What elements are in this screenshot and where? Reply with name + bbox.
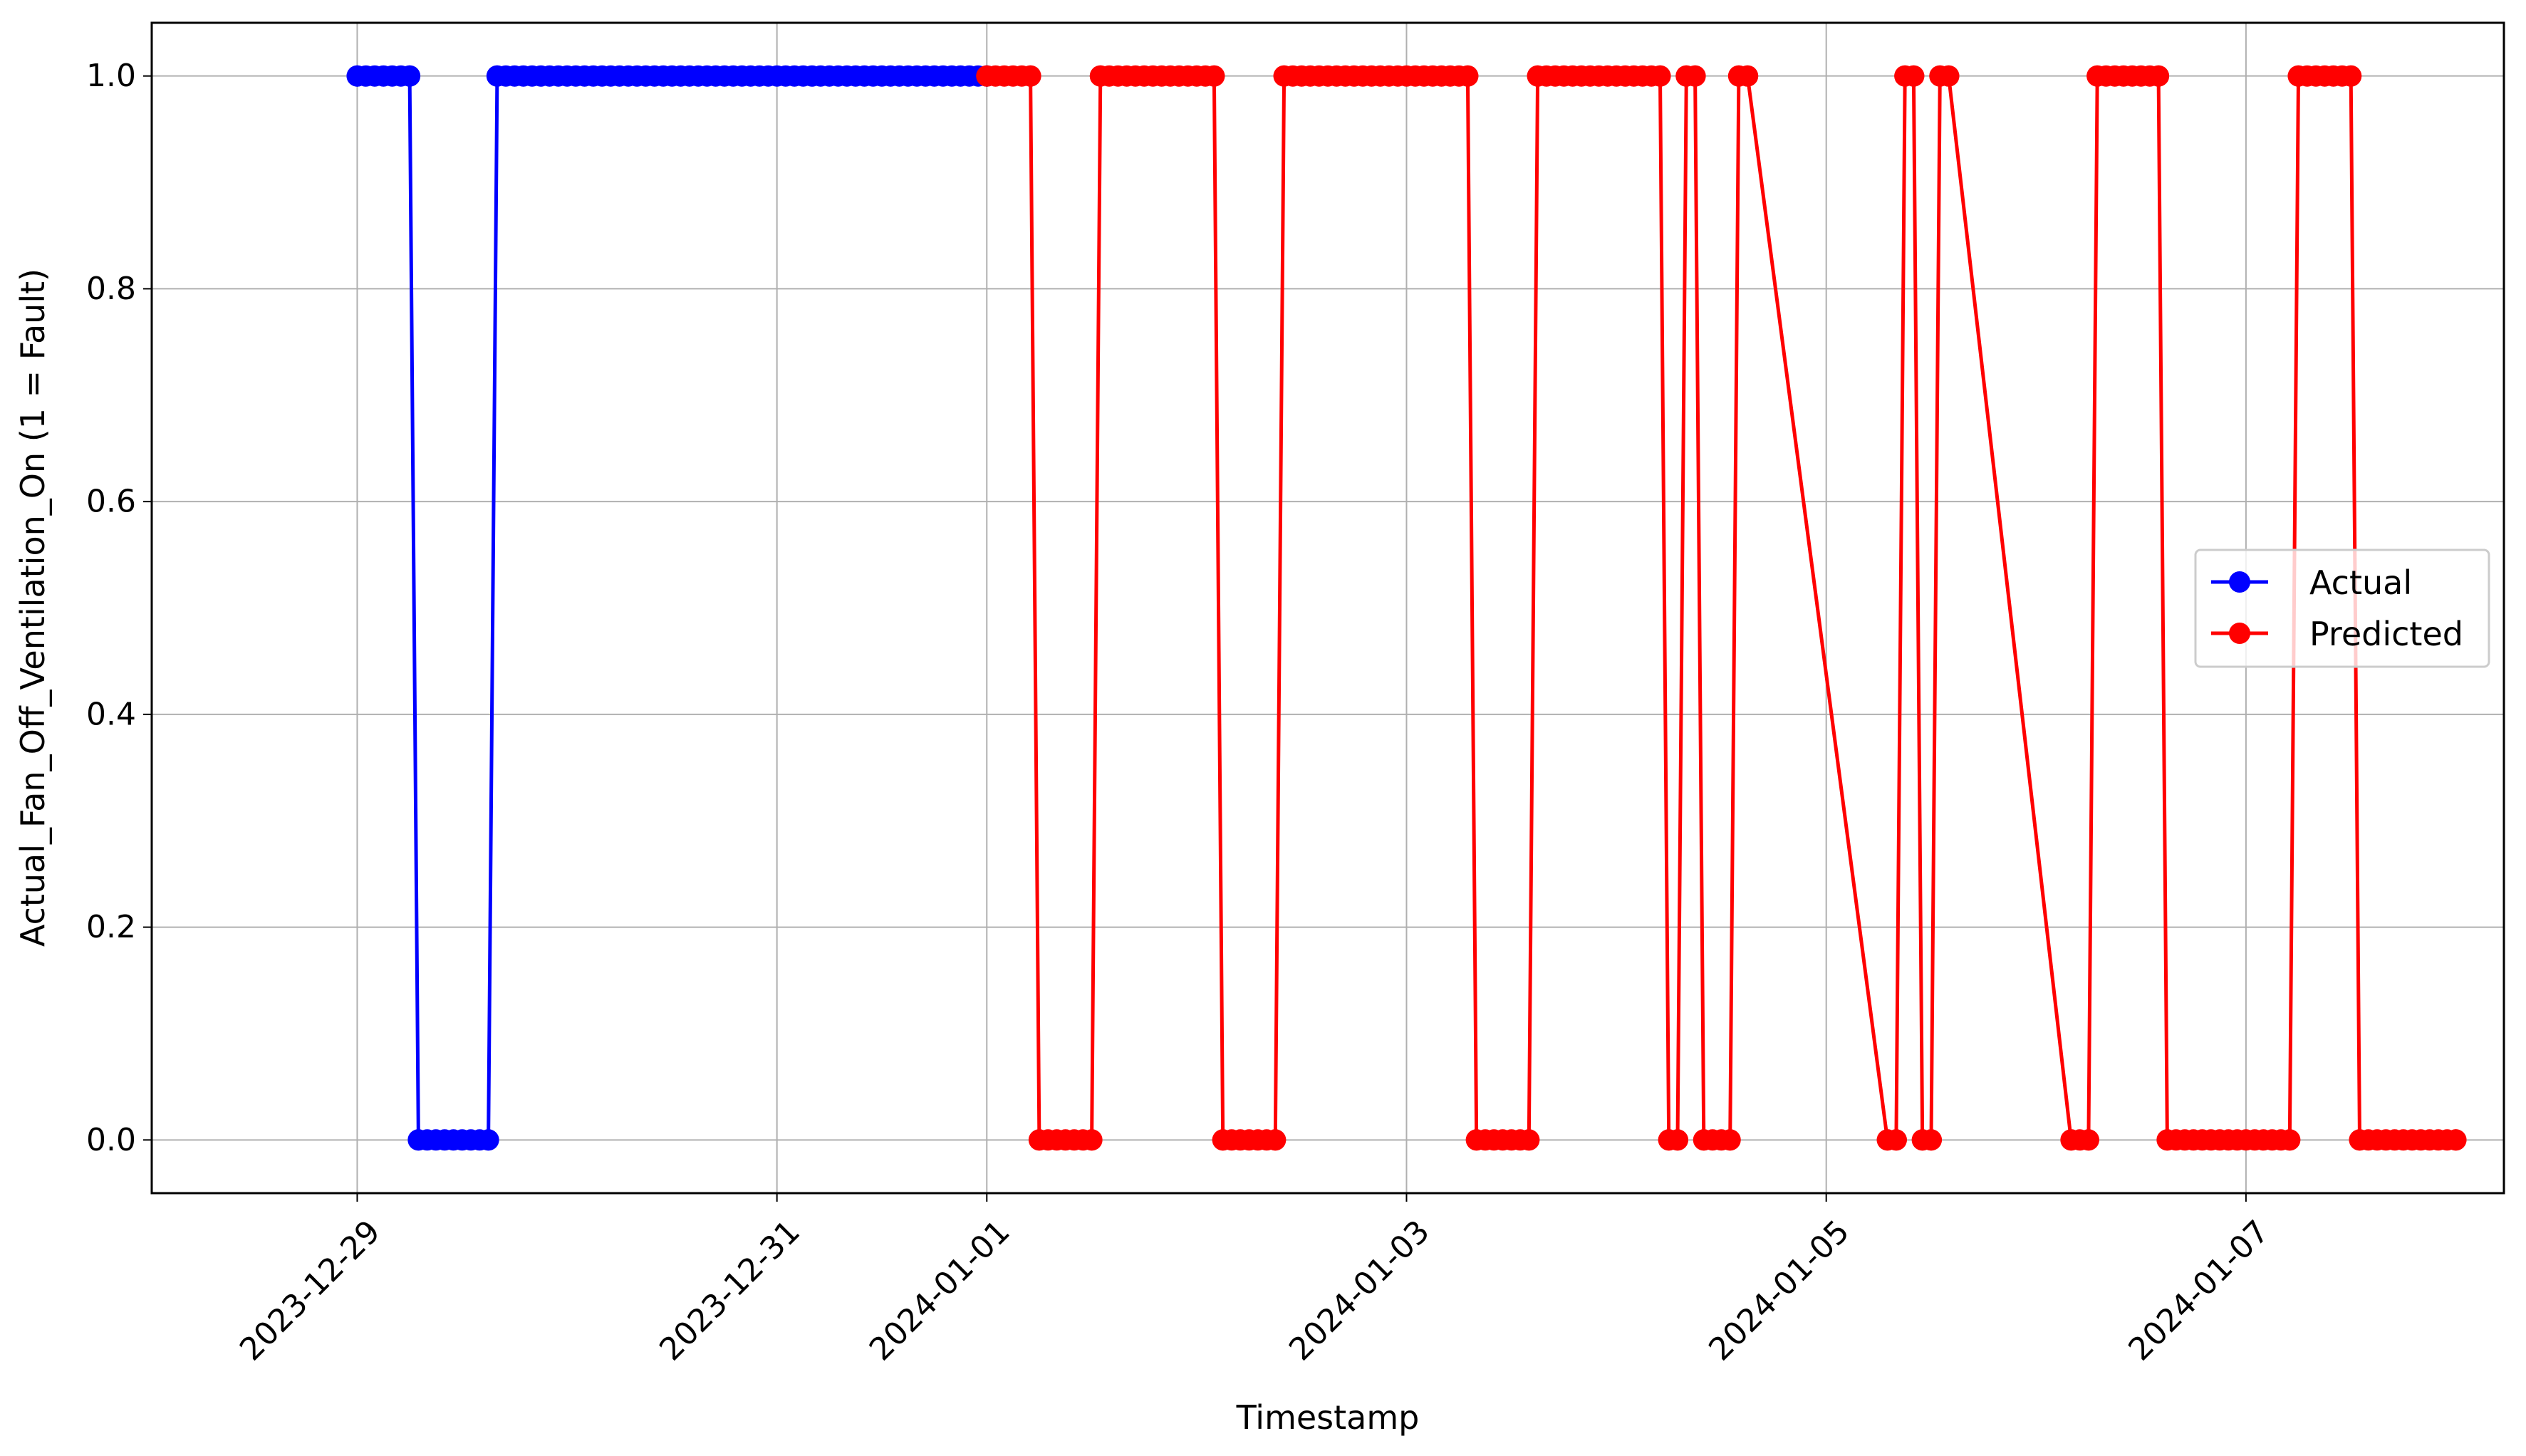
data-point-actual	[346, 65, 368, 87]
y-tick-label: 0.6	[86, 484, 136, 520]
data-point-predicted	[2445, 1129, 2467, 1151]
grid	[152, 23, 2504, 1193]
data-point-predicted	[1693, 1129, 1715, 1151]
data-point-predicted	[1081, 1129, 1103, 1151]
data-point-predicted	[1264, 1129, 1287, 1151]
data-point-predicted	[2279, 1129, 2301, 1151]
data-point-predicted	[976, 65, 998, 87]
data-point-actual	[399, 65, 421, 87]
data-point-predicted	[1273, 65, 1295, 87]
data-point-predicted	[1028, 1129, 1050, 1151]
data-point-predicted	[1719, 1129, 1741, 1151]
y-tick-label: 0.8	[86, 271, 136, 307]
y-axis-label: Actual_Fan_Off_Ventilation_On (1 = Fault…	[14, 269, 52, 947]
data-point-predicted	[1684, 65, 1706, 87]
data-point-predicted	[1737, 65, 1759, 87]
x-axis-label: Timestamp	[1236, 1398, 1420, 1437]
legend-marker-dot-actual	[2229, 571, 2250, 593]
data-point-predicted	[1921, 1129, 1942, 1151]
plot-frame	[150, 21, 2505, 1195]
data-point-predicted	[2077, 1129, 2099, 1151]
data-point-predicted	[1457, 65, 1479, 87]
legend-label-predicted: Predicted	[2309, 615, 2463, 653]
data-point-predicted	[2148, 65, 2170, 87]
data-point-predicted	[1903, 65, 1925, 87]
plot-series	[346, 65, 2467, 1151]
data-point-predicted	[1089, 65, 1111, 87]
y-tick-label: 0.2	[86, 909, 136, 945]
data-point-predicted	[1938, 65, 1960, 87]
data-point-predicted	[1667, 1129, 1688, 1151]
data-point-predicted	[1212, 1129, 1234, 1151]
data-point-predicted	[1518, 1129, 1540, 1151]
data-point-predicted	[1203, 65, 1225, 87]
data-point-predicted	[2060, 1129, 2082, 1151]
data-point-predicted	[2156, 1129, 2178, 1151]
data-point-predicted	[2086, 65, 2109, 87]
y-tick-label: 0.4	[86, 696, 136, 732]
series-actual	[346, 65, 998, 1151]
y-tick-label: 0.0	[86, 1122, 136, 1158]
data-point-actual	[477, 1129, 499, 1151]
data-point-predicted	[1465, 1129, 1487, 1151]
legend-marker-dot-predicted	[2229, 623, 2250, 644]
legend: Actual Predicted	[2194, 548, 2490, 668]
series-predicted	[976, 65, 2467, 1151]
data-point-predicted	[1649, 65, 1671, 87]
y-tick-label: 1.0	[86, 58, 136, 94]
legend-label-actual: Actual	[2309, 563, 2412, 602]
data-point-predicted	[1019, 65, 1041, 87]
data-point-predicted	[1527, 65, 1549, 87]
data-point-actual	[407, 1129, 430, 1151]
data-point-actual	[486, 65, 508, 87]
data-point-predicted	[2287, 65, 2309, 87]
legend-box	[2194, 548, 2490, 668]
data-point-predicted	[1885, 1129, 1907, 1151]
data-point-predicted	[2349, 1129, 2371, 1151]
data-point-predicted	[2340, 65, 2362, 87]
